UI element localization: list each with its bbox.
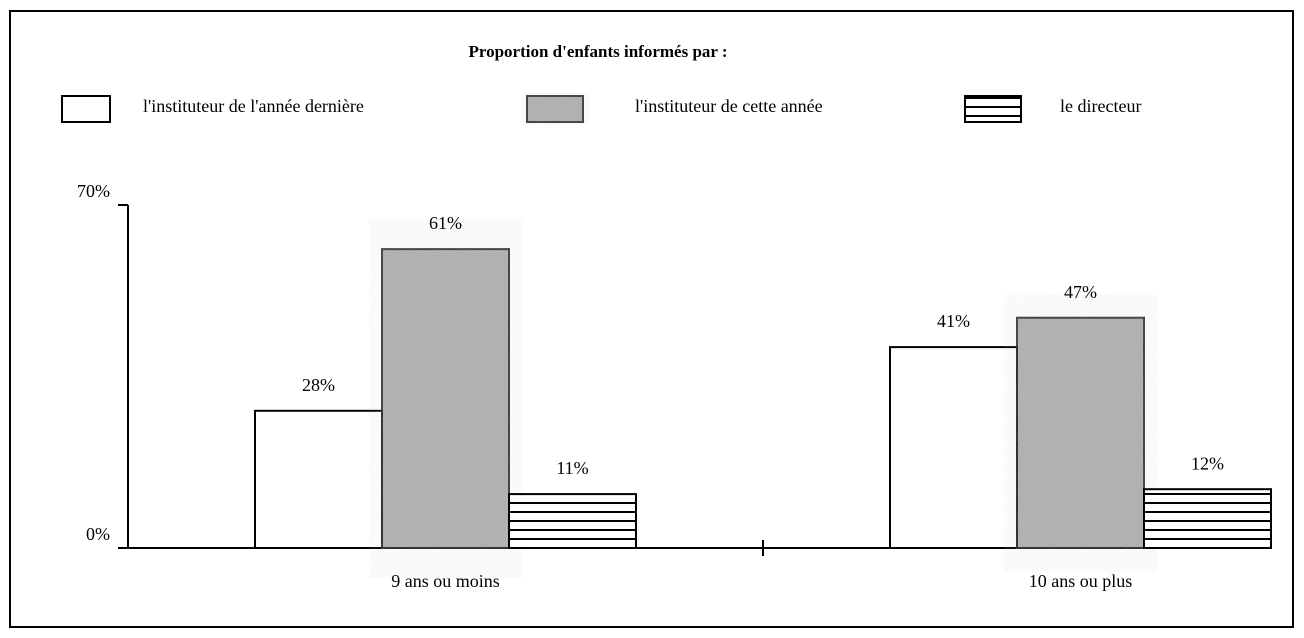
- legend-swatch: [964, 95, 1022, 123]
- value-label: 61%: [429, 213, 462, 233]
- legend-label: l'instituteur de l'année dernière: [143, 96, 364, 116]
- x-tick-label: 10 ans ou plus: [1029, 571, 1133, 591]
- bar: [508, 493, 637, 550]
- bar: [381, 248, 510, 549]
- bar: [254, 409, 383, 549]
- frame: [9, 10, 1294, 628]
- bar: [1143, 488, 1272, 550]
- value-label: 28%: [302, 375, 335, 395]
- legend-swatch: [61, 95, 111, 123]
- value-label: 41%: [937, 311, 970, 331]
- y-tick-label: 0%: [86, 524, 110, 544]
- bar: [1016, 316, 1145, 550]
- bar: [889, 346, 1018, 549]
- legend-label: l'instituteur de cette année: [635, 96, 823, 116]
- legend-label: le directeur: [1060, 96, 1141, 116]
- y-tick-label: 70%: [77, 181, 110, 201]
- chart-title: Proportion d'enfants informés par :: [468, 42, 727, 61]
- value-label: 11%: [556, 458, 588, 478]
- legend-swatch: [526, 95, 584, 123]
- value-label: 47%: [1064, 282, 1097, 302]
- value-label: 12%: [1191, 453, 1224, 473]
- x-tick-label: 9 ans ou moins: [391, 571, 500, 591]
